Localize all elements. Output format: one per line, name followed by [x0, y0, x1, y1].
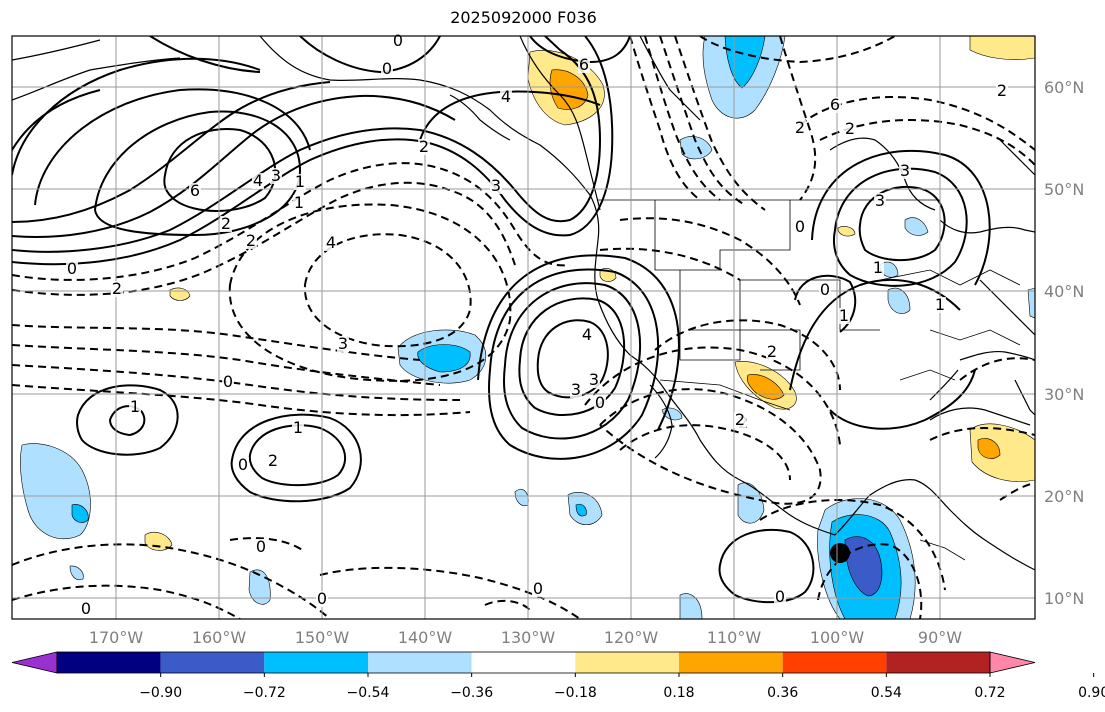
contour-label: 2 [112, 279, 122, 298]
contour-label: 0 [795, 217, 805, 236]
contour-label: 2 [268, 451, 278, 470]
lon-tick-label: 120°W [604, 628, 659, 647]
contour-label: 0 [67, 259, 77, 278]
contour-label: 0 [256, 537, 266, 556]
contour-label: 4 [501, 87, 511, 106]
contour-label: 3 [571, 380, 581, 399]
colorbar-swatch [575, 652, 679, 673]
colorbar-tick-label: −0.36 [450, 685, 493, 701]
latitude-labels: 60°N 50°N 40°N 30°N 20°N 10°N [1044, 78, 1084, 608]
contour-label: 6 [579, 55, 589, 74]
lat-tick-label: 10°N [1044, 589, 1084, 608]
contour-label: 1 [294, 193, 304, 212]
political-borders [598, 199, 1021, 561]
colorbar-tick-label: 0.90 [1078, 685, 1105, 701]
contour-label: 3 [491, 176, 501, 195]
lon-tick-label: 130°W [501, 628, 556, 647]
contour-label: 1 [839, 306, 849, 325]
colorbar-low-extend [11, 651, 58, 674]
lat-tick-label: 60°N [1044, 78, 1084, 97]
contour-label: 6 [830, 95, 840, 114]
colorbar-tick-label: −0.18 [554, 685, 597, 701]
contour-label: 0 [81, 599, 91, 618]
contour-label: 0 [223, 372, 233, 391]
contour-label: 1 [873, 258, 883, 277]
lon-tick-label: 90°W [918, 628, 962, 647]
contour-label: 3 [338, 334, 348, 353]
colorbar-swatch [782, 652, 887, 673]
colorbar-tick-label: −0.90 [139, 685, 182, 701]
colorbar-swatch [57, 652, 161, 673]
lon-tick-label: 100°W [810, 628, 865, 647]
colorbar-tick-label: 0.36 [767, 685, 798, 701]
contour-label: 3 [900, 161, 910, 180]
contour-label: 3 [271, 166, 281, 185]
lat-tick-label: 30°N [1044, 385, 1084, 404]
contour-label: 4 [582, 325, 592, 344]
contour-label: 0 [238, 455, 248, 474]
contour-label: 1 [935, 295, 945, 314]
contour-label: 6 [190, 181, 200, 200]
colorbar-swatch [264, 652, 368, 673]
contour-label: 2 [997, 81, 1007, 100]
coastlines [12, 36, 1035, 571]
shaded-anomalies [20, 36, 1035, 619]
contour-label: 0 [317, 589, 327, 608]
colorbar-tick-label: 0.54 [871, 685, 902, 701]
colorbar-tick-label: 0.72 [974, 685, 1005, 701]
contour-label: 0 [382, 59, 392, 78]
contour-label: 2 [735, 410, 745, 429]
lon-tick-label: 160°W [192, 628, 247, 647]
contour-label: 2 [221, 214, 231, 233]
longitude-labels: 170°W 160°W 150°W 140°W 130°W 120°W 110°W 100°W… [89, 628, 962, 647]
contour-label: 0 [775, 587, 785, 606]
map-title: 2025092000 F036 [450, 8, 597, 27]
black-dot-marker [830, 543, 850, 563]
contour-label: 4 [326, 233, 336, 252]
colorbar-tick-label: 0.18 [663, 685, 694, 701]
contour-label: 3 [875, 191, 885, 210]
lon-tick-label: 150°W [295, 628, 350, 647]
contour-label: 2 [246, 231, 256, 250]
contour-label: 2 [845, 119, 855, 138]
contour-label: 2 [795, 118, 805, 137]
contour-label: 0 [393, 31, 403, 50]
colorbar-swatch [886, 652, 990, 673]
map-frame [11, 35, 1036, 620]
colorbar-swatch [679, 652, 783, 673]
colorbar-swatch [471, 652, 576, 673]
lon-tick-label: 170°W [89, 628, 144, 647]
colorbar-tick-label: −0.54 [347, 685, 390, 701]
graticule [12, 36, 1035, 619]
contour-label: 3 [589, 370, 599, 389]
colorbar-high-extend [989, 651, 1036, 674]
lat-tick-label: 50°N [1044, 180, 1084, 199]
colorbar-frame [56, 651, 991, 674]
contour-label: 2 [767, 342, 777, 361]
lon-tick-label: 110°W [707, 628, 762, 647]
contour-label: 2 [419, 137, 429, 156]
contour-label: 0 [595, 393, 605, 412]
lat-tick-label: 40°N [1044, 282, 1084, 301]
contour-label: 1 [130, 397, 140, 416]
contour-label: 1 [295, 172, 305, 191]
contour-label: 0 [533, 579, 543, 598]
contour-labels: 6432100214321064320023402101232063210000… [66, 31, 1008, 618]
colorbar: −0.90 −0.72 −0.54 −0.36 −0.18 0.18 0.36 0.54 0.7… [11, 651, 1105, 701]
lon-tick-label: 140°W [398, 628, 453, 647]
colorbar-tick-label: −0.72 [243, 685, 286, 701]
contour-label: 0 [820, 280, 830, 299]
colorbar-swatch [160, 652, 265, 673]
contour-label: 4 [253, 171, 263, 190]
lat-tick-label: 20°N [1044, 487, 1084, 506]
contour-label: 1 [293, 418, 303, 437]
colorbar-swatch [368, 652, 472, 673]
